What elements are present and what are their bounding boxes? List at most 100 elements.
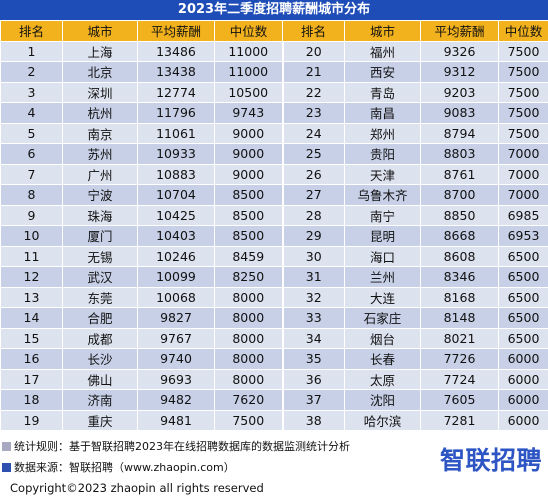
cell-rank-right: 30 (281, 245, 345, 267)
cell-rank-right: 33 (281, 307, 345, 329)
cell-rank-right: 23 (281, 102, 345, 124)
cell-avg-salary-right: 8803 (420, 143, 499, 165)
cell-median-left: 9000 (214, 143, 283, 165)
cell-rank-right: 25 (281, 143, 345, 165)
header-rank-left: 排名 (0, 20, 63, 42)
cell-city-left: 济南 (62, 389, 138, 411)
cell-median-right: 6985 (498, 204, 548, 226)
cell-median-left: 9000 (214, 163, 283, 185)
cell-avg-salary-left: 13438 (137, 61, 215, 83)
cell-avg-salary-left: 9481 (137, 409, 215, 431)
cell-median-left: 8000 (214, 348, 283, 370)
cell-median-left: 8000 (214, 368, 283, 390)
cell-rank-right: 37 (281, 389, 345, 411)
cell-median-right: 7000 (498, 163, 548, 185)
cell-city-right: 太原 (344, 368, 421, 390)
footer: 统计规则：基于智联招聘2023年在线招聘数据库的数据监测统计分析 数据来源：智联… (0, 437, 548, 499)
cell-avg-salary-right: 8021 (420, 327, 499, 349)
cell-rank-right: 22 (281, 81, 345, 103)
cell-avg-salary-left: 10704 (137, 184, 215, 206)
cell-avg-salary-left: 9827 (137, 307, 215, 329)
header-rank-right: 排名 (282, 20, 345, 42)
cell-rank-right: 27 (281, 184, 345, 206)
cell-rank-left: 15 (0, 327, 63, 349)
cell-city-left: 无锡 (62, 245, 138, 267)
cell-median-left: 9000 (214, 122, 283, 144)
table-body: 1 上海 13486 11000 20 福州 9326 7500 2 北京 13438 11000 21… (0, 40, 548, 431)
table-row: 13 东莞 10068 8000 32 大连 8168 6500 (0, 286, 548, 308)
table-header-row: 排名 城市 平均薪酬 中位数 排名 城市 平均薪酬 中位数 (0, 20, 548, 42)
cell-avg-salary-right: 8761 (420, 163, 499, 185)
cell-median-left: 7500 (214, 409, 283, 431)
cell-city-right: 南宁 (344, 204, 421, 226)
header-median-right: 中位数 (498, 20, 548, 42)
table-row: 9 珠海 10425 8500 28 南宁 8850 6985 (0, 204, 548, 226)
stat-rule-note: 统计规则：基于智联招聘2023年在线招聘数据库的数据监测统计分析 (2, 439, 350, 453)
cell-city-left: 宁波 (62, 184, 138, 206)
cell-city-left: 东莞 (62, 286, 138, 308)
cell-avg-salary-right: 9083 (420, 102, 499, 124)
cell-rank-left: 3 (0, 81, 63, 103)
cell-rank-left: 1 (0, 40, 63, 62)
table-row: 12 武汉 10099 8250 31 兰州 8346 6500 (0, 266, 548, 288)
table-row: 1 上海 13486 11000 20 福州 9326 7500 (0, 40, 548, 62)
zhaopin-logo: 智联招聘 (439, 446, 542, 475)
cell-city-right: 烟台 (344, 327, 421, 349)
cell-avg-salary-right: 9312 (420, 61, 499, 83)
cell-rank-left: 2 (0, 61, 63, 83)
table-row: 10 厦门 10403 8500 29 昆明 8668 6953 (0, 225, 548, 247)
cell-avg-salary-right: 8700 (420, 184, 499, 206)
cell-city-left: 厦门 (62, 225, 138, 247)
cell-avg-salary-left: 9767 (137, 327, 215, 349)
cell-rank-left: 6 (0, 143, 63, 165)
cell-median-left: 8000 (214, 286, 283, 308)
cell-city-left: 合肥 (62, 307, 138, 329)
cell-avg-salary-right: 8148 (420, 307, 499, 329)
data-source-note: 数据来源：智联招聘（www.zhaopin.com） (2, 460, 235, 474)
table-row: 17 佛山 9693 8000 36 太原 7724 6000 (0, 368, 548, 390)
cell-avg-salary-right: 7281 (420, 409, 499, 431)
cell-avg-salary-left: 9740 (137, 348, 215, 370)
cell-median-left: 8500 (214, 204, 283, 226)
cell-avg-salary-left: 10246 (137, 245, 215, 267)
cell-city-right: 长春 (344, 348, 421, 370)
cell-rank-right: 35 (281, 348, 345, 370)
cell-city-right: 南昌 (344, 102, 421, 124)
cell-avg-salary-left: 10403 (137, 225, 215, 247)
table-row: 19 重庆 9481 7500 38 哈尔滨 7281 6000 (0, 409, 548, 431)
header-median-left: 中位数 (214, 20, 283, 42)
square-marker-icon (2, 441, 11, 451)
cell-median-right: 7500 (498, 40, 548, 62)
cell-median-right: 7500 (498, 81, 548, 103)
cell-avg-salary-right: 8608 (420, 245, 499, 267)
cell-rank-right: 36 (281, 368, 345, 390)
stat-rule-text: 统计规则：基于智联招聘2023年在线招聘数据库的数据监测统计分析 (14, 440, 350, 453)
cell-rank-left: 14 (0, 307, 63, 329)
cell-rank-left: 8 (0, 184, 63, 206)
cell-median-left: 8000 (214, 327, 283, 349)
cell-avg-salary-right: 8794 (420, 122, 499, 144)
cell-rank-right: 24 (281, 122, 345, 144)
cell-city-right: 石家庄 (344, 307, 421, 329)
table-row: 15 成都 9767 8000 34 烟台 8021 6500 (0, 327, 548, 349)
header-avg-salary-left: 平均薪酬 (137, 20, 215, 42)
cell-avg-salary-right: 8346 (420, 266, 499, 288)
cell-city-left: 苏州 (62, 143, 138, 165)
cell-rank-left: 4 (0, 102, 63, 124)
cell-median-right: 7500 (498, 102, 548, 124)
header-avg-salary-right: 平均薪酬 (420, 20, 499, 42)
cell-median-right: 6000 (498, 348, 548, 370)
cell-avg-salary-left: 10883 (137, 163, 215, 185)
cell-rank-left: 18 (0, 389, 63, 411)
cell-median-right: 7500 (498, 122, 548, 144)
cell-median-left: 7620 (214, 389, 283, 411)
table-row: 5 南京 11061 9000 24 郑州 8794 7500 (0, 122, 548, 144)
cell-median-right: 6500 (498, 307, 548, 329)
cell-city-right: 沈阳 (344, 389, 421, 411)
cell-city-right: 兰州 (344, 266, 421, 288)
cell-rank-left: 17 (0, 368, 63, 390)
cell-city-left: 杭州 (62, 102, 138, 124)
cell-median-right: 7500 (498, 61, 548, 83)
cell-avg-salary-right: 8168 (420, 286, 499, 308)
cell-city-left: 上海 (62, 40, 138, 62)
